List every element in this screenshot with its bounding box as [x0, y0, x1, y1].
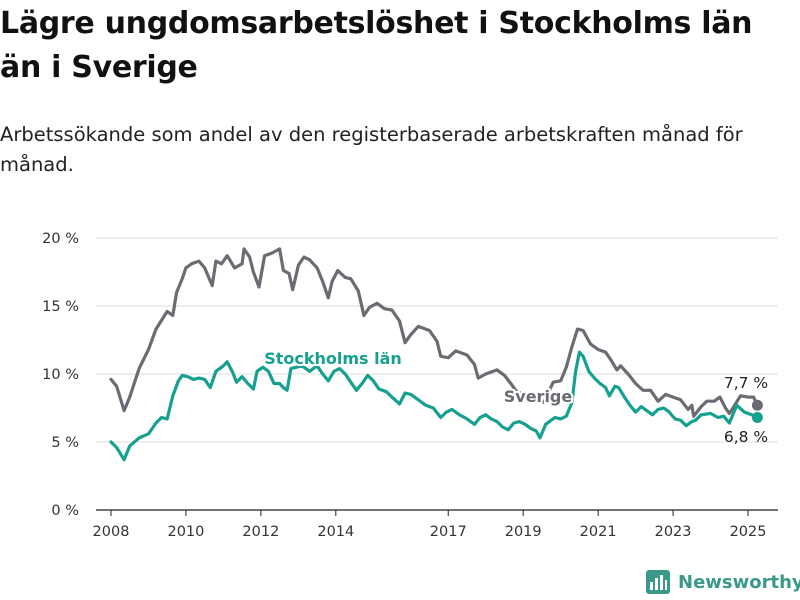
x-axis: 2008 2010 2012 2014 2017 2019 2021 2023 2025 [93, 510, 767, 540]
chart-subtitle: Arbetssökande som andel av den registerb… [0, 123, 743, 176]
y-tick-label: 15 % [42, 299, 79, 315]
series-label-sverige: Sverige [504, 387, 573, 406]
end-label-stockholm: 6,8 % [724, 428, 768, 446]
x-tick-label: 2008 [93, 524, 130, 540]
brand-name: Newsworthy [678, 571, 800, 593]
bar-chart-icon [646, 570, 670, 594]
x-tick-label: 2023 [655, 524, 692, 540]
series-lines [109, 247, 763, 462]
chart-title: Lägre ungdomsarbetslöshet i Stockholms l… [0, 6, 753, 85]
x-tick-label: 2019 [505, 524, 542, 540]
newsworthy-logo[interactable]: Newsworthy [646, 566, 800, 598]
x-tick-label: 2012 [242, 524, 279, 540]
line-sverige-end-point [751, 399, 763, 411]
end-label-sverige: 7,7 % [724, 374, 768, 392]
line-sverige [109, 247, 759, 418]
x-tick-label: 2010 [167, 524, 204, 540]
line-stockholm-end-point [751, 412, 763, 424]
series-label-stockholm: Stockholms län [264, 349, 402, 368]
x-tick-label: 2021 [580, 524, 617, 540]
y-tick-label: 5 % [51, 435, 79, 451]
y-axis: 0 % 5 % 10 % 15 % 20 % [42, 231, 79, 519]
y-tick-label: 10 % [42, 367, 79, 383]
series-labels: Sverige Stockholms län 7,7 % 6,8 % [262, 347, 768, 446]
x-tick-label: 2017 [430, 524, 467, 540]
y-tick-label: 0 % [51, 503, 79, 519]
line-stockholm [109, 350, 759, 462]
gridlines [96, 237, 778, 511]
x-tick-label: 2014 [317, 524, 354, 540]
y-tick-label: 20 % [42, 231, 79, 247]
x-tick-label: 2025 [730, 524, 767, 540]
